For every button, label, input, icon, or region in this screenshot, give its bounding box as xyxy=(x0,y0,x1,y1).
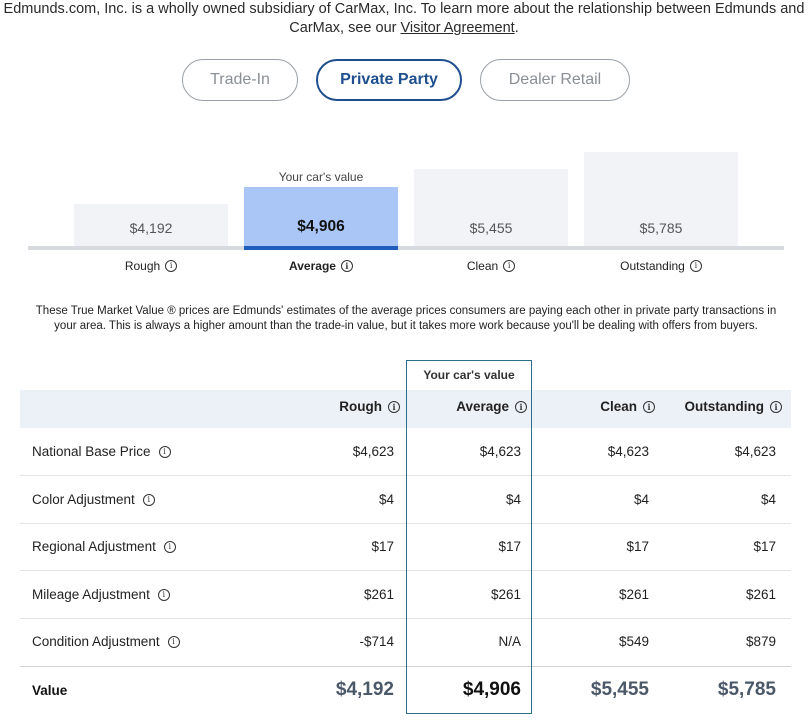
info-icon[interactable]: i xyxy=(165,260,178,272)
col-outstanding: Outstanding i xyxy=(670,399,782,414)
cell-outstanding: $879 xyxy=(745,634,776,649)
cell-rough: -$714 xyxy=(359,634,394,649)
info-icon[interactable]: i xyxy=(158,445,171,458)
your-car-value-caption: Your car's value xyxy=(278,170,364,184)
table-header xyxy=(20,390,791,428)
cell-outstanding: $4,623 xyxy=(734,444,776,459)
table-row: Mileage Adjustment i $261 $261 $261 $261 xyxy=(20,571,791,619)
col-outstanding-label: Outstanding xyxy=(684,399,765,414)
level-clean-label: Clean xyxy=(466,259,499,273)
total-outstanding: $5,785 xyxy=(717,679,776,700)
bar-rough: $4,192 xyxy=(74,204,228,246)
row-label-text: Regional Adjustment xyxy=(32,539,156,554)
row-label-text: Color Adjustment xyxy=(32,492,135,507)
table-row: National Base Price i $4,623 $4,623 $4,62… xyxy=(20,428,791,476)
info-icon[interactable]: i xyxy=(388,400,400,413)
level-average: Average i xyxy=(244,259,398,273)
cell-average: N/A xyxy=(498,634,521,649)
bar-baseline xyxy=(28,246,784,250)
intro-line-2-text: CarMax, see our xyxy=(289,20,401,36)
level-clean: Clean i xyxy=(414,259,568,273)
intro-line-2-suffix: . xyxy=(514,20,519,36)
row-label-text: Mileage Adjustment xyxy=(32,587,150,602)
row-label: Condition Adjustment i xyxy=(32,618,180,665)
level-rough: Rough i xyxy=(74,259,228,273)
cell-rough: $4,623 xyxy=(352,444,394,459)
cell-average: $261 xyxy=(490,587,521,602)
cell-average: $4,623 xyxy=(479,444,521,459)
selected-column-caption: Your car's value xyxy=(423,368,515,382)
col-clean-label: Clean xyxy=(600,399,637,414)
table-row: Color Adjustment i $4 $4 $4 $4 xyxy=(20,476,791,524)
row-label-text: National Base Price xyxy=(32,444,151,459)
cell-clean: $4,623 xyxy=(607,444,649,459)
row-label: Color Adjustment i xyxy=(32,476,155,523)
tab-private-party[interactable]: Private Party xyxy=(316,59,462,101)
bar-rough-value: $4,192 xyxy=(129,220,173,236)
col-rough-label: Rough xyxy=(339,399,382,414)
true-market-value-note: These True Market Value ® prices are Edm… xyxy=(35,305,777,332)
total-rough: $4,192 xyxy=(335,679,394,700)
col-rough: Rough i xyxy=(290,399,400,414)
total-average: $4,906 xyxy=(462,679,521,700)
selected-column-highlight xyxy=(406,360,532,714)
cell-outstanding: $17 xyxy=(753,539,776,554)
cell-rough: $17 xyxy=(371,539,394,554)
tab-dealer-retail[interactable]: Dealer Retail xyxy=(480,59,630,101)
bar-clean: $5,455 xyxy=(414,169,568,246)
info-icon[interactable]: i xyxy=(167,635,180,648)
table-row: Condition Adjustment i -$714 N/A $549 $87… xyxy=(20,618,791,665)
visitor-agreement-link[interactable]: Visitor Agreement xyxy=(400,20,515,36)
level-rough-label: Rough xyxy=(124,259,161,273)
tab-trade-in[interactable]: Trade-In xyxy=(182,59,298,101)
total-label: Value xyxy=(32,682,68,698)
cell-outstanding: $4 xyxy=(760,492,776,507)
bar-outstanding-value: $5,785 xyxy=(639,220,683,236)
info-icon[interactable]: i xyxy=(515,400,527,413)
total-row: Value $4,192 $4,906 $5,455 $5,785 xyxy=(20,666,791,717)
level-average-label: Average xyxy=(289,259,336,273)
col-average-label: Average xyxy=(456,399,509,414)
cell-rough: $4 xyxy=(378,492,394,507)
cell-average: $17 xyxy=(498,539,521,554)
cell-average: $4 xyxy=(505,492,521,507)
level-outstanding-label: Outstanding xyxy=(620,259,685,273)
cell-clean: $17 xyxy=(626,539,649,554)
bar-average-value: $4,906 xyxy=(297,218,345,235)
bar-average: $4,906 xyxy=(244,187,398,246)
intro-text: Edmunds.com, Inc. is a wholly owned subs… xyxy=(0,0,808,38)
row-label: Mileage Adjustment i xyxy=(32,571,170,618)
info-icon[interactable]: i xyxy=(142,493,155,506)
table-row: Regional Adjustment i $17 $17 $17 $17 xyxy=(20,523,791,571)
col-average: Average i xyxy=(416,399,527,414)
total-clean: $5,455 xyxy=(590,679,649,700)
intro-line-1: Edmunds.com, Inc. is a wholly owned subs… xyxy=(3,1,805,17)
cell-clean: $4 xyxy=(633,492,649,507)
row-label-text: Condition Adjustment xyxy=(32,634,160,649)
selected-bar-indicator xyxy=(244,246,398,250)
info-icon[interactable]: i xyxy=(503,260,516,272)
info-icon[interactable]: i xyxy=(163,540,176,553)
cell-clean: $261 xyxy=(618,587,649,602)
row-label: Regional Adjustment i xyxy=(32,523,176,570)
intro-line-2: CarMax, see our Visitor Agreement. xyxy=(0,19,808,38)
info-icon[interactable]: i xyxy=(643,400,655,413)
info-icon[interactable]: i xyxy=(689,260,702,272)
info-icon[interactable]: i xyxy=(770,400,782,413)
info-icon[interactable]: i xyxy=(340,260,353,272)
cell-clean: $549 xyxy=(618,634,649,649)
level-outstanding: Outstanding i xyxy=(584,259,738,273)
info-icon[interactable]: i xyxy=(157,588,170,601)
bar-outstanding: $5,785 xyxy=(584,152,738,246)
cell-outstanding: $261 xyxy=(745,587,776,602)
cell-rough: $261 xyxy=(363,587,394,602)
col-clean: Clean i xyxy=(544,399,655,414)
row-label: National Base Price i xyxy=(32,428,171,475)
bar-clean-value: $5,455 xyxy=(469,220,513,236)
